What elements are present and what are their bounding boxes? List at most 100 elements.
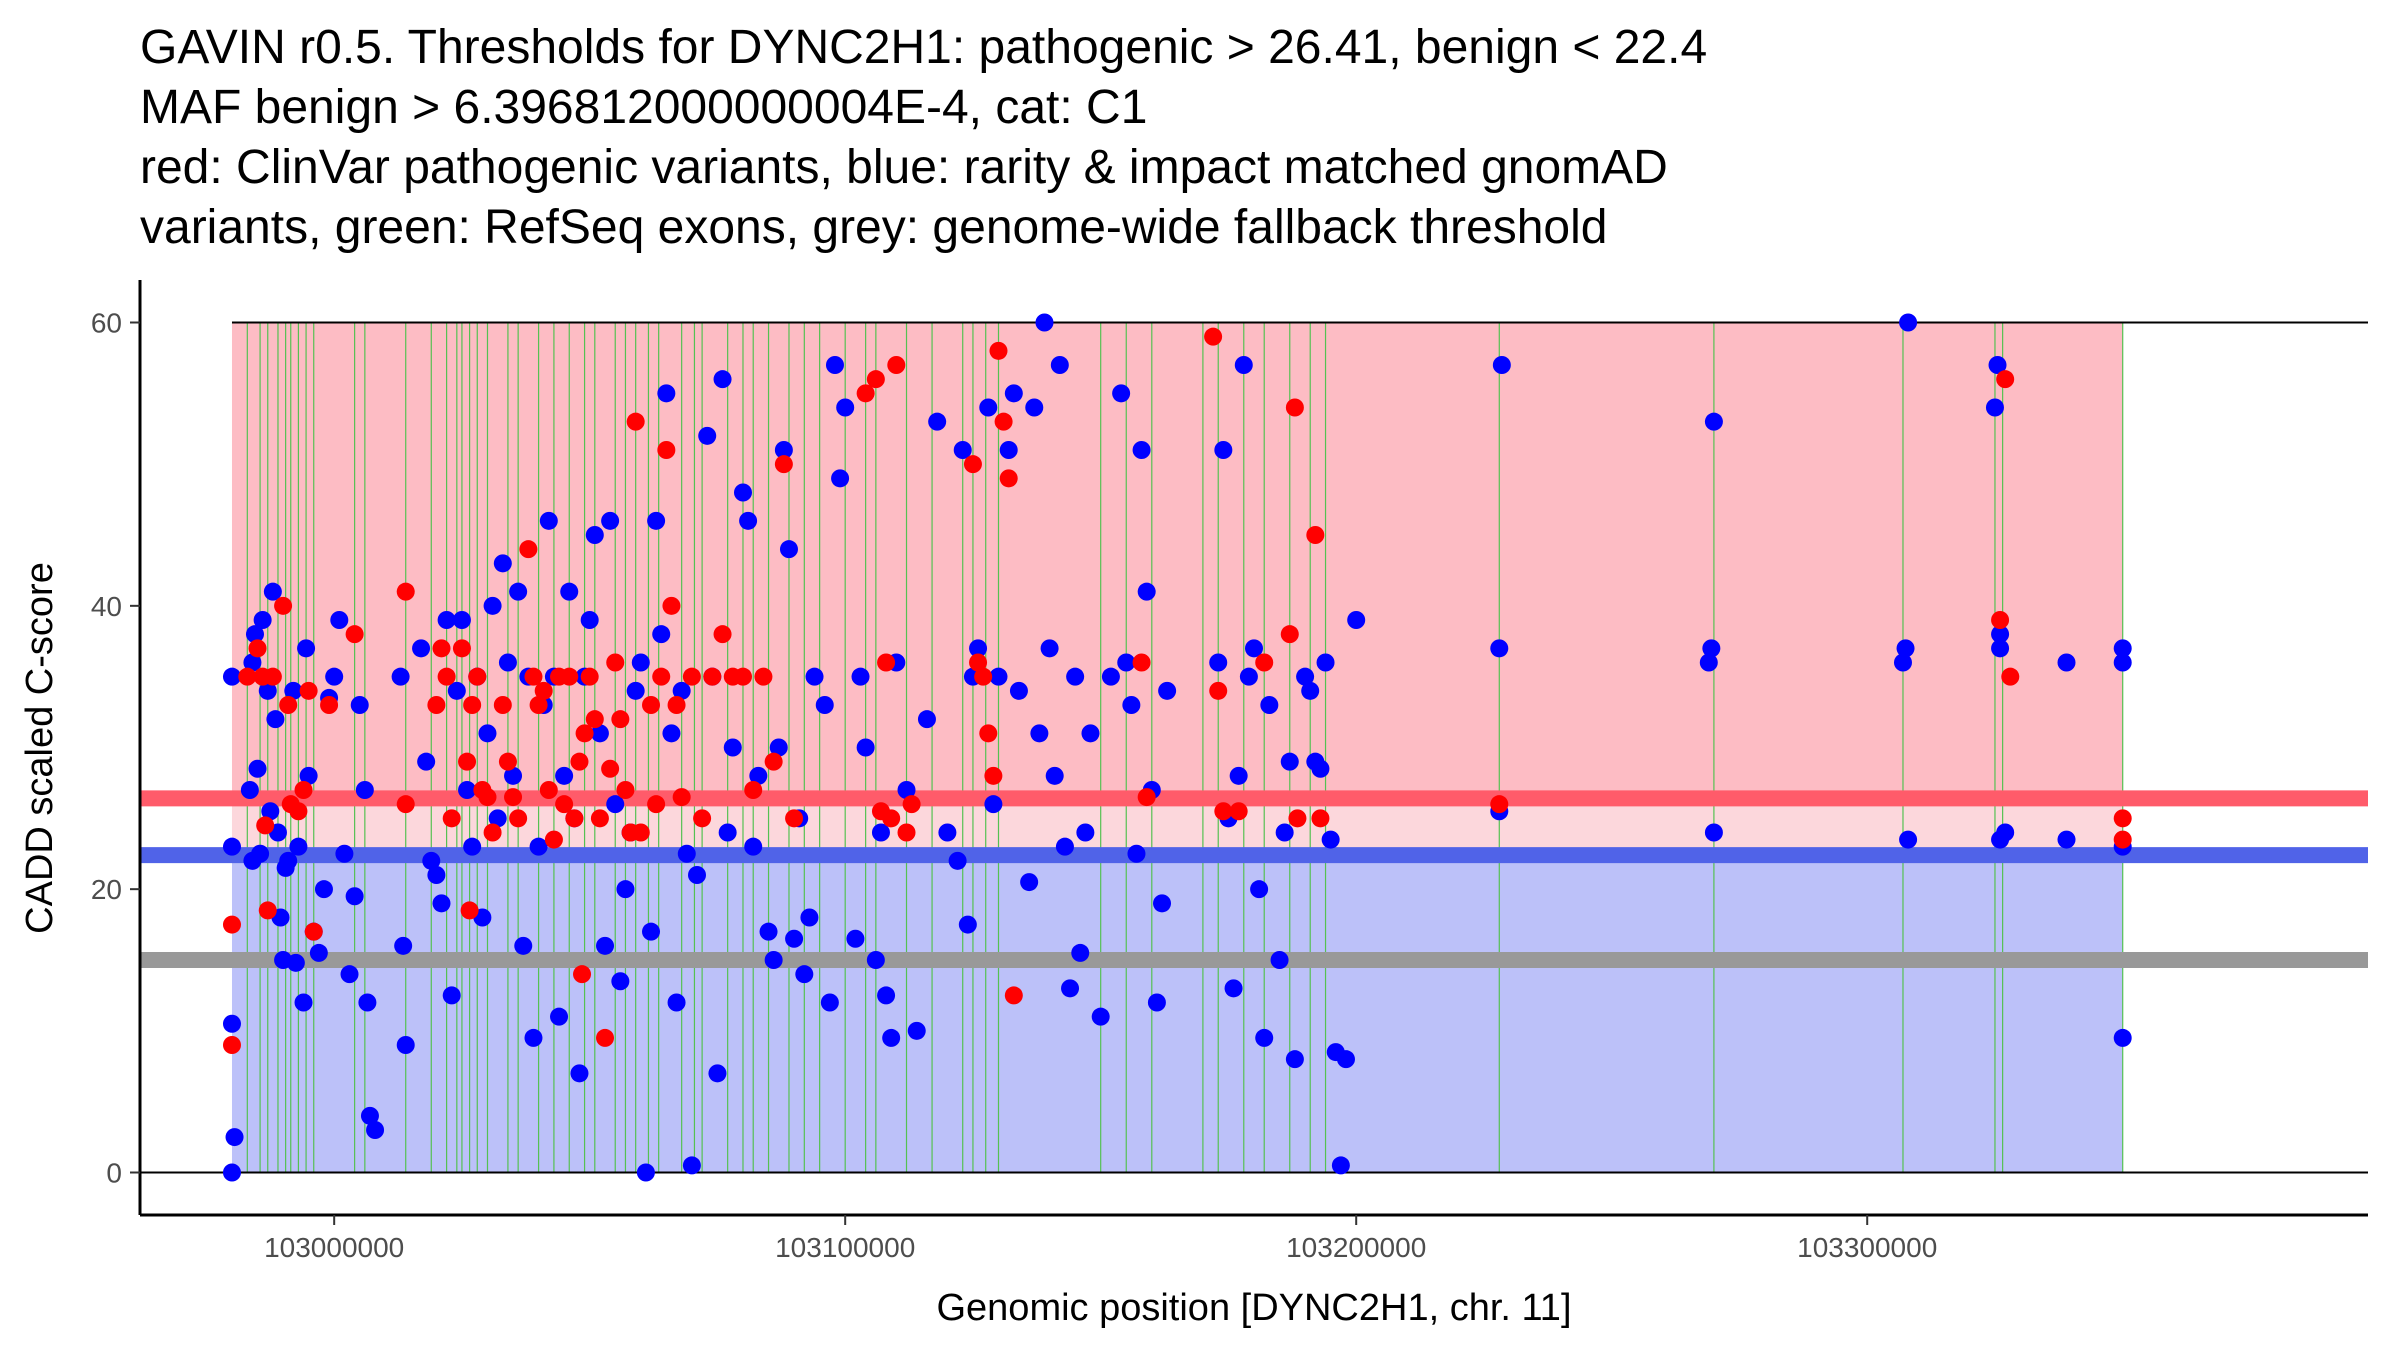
benign-point — [1127, 844, 1146, 863]
benign-point — [1137, 582, 1156, 601]
benign-point — [1275, 823, 1294, 842]
benign-point — [314, 880, 333, 899]
pathogenic-point — [994, 412, 1013, 431]
benign-point — [596, 936, 615, 955]
pathogenic-point — [575, 724, 594, 743]
pathogenic-point — [463, 696, 482, 714]
benign-point — [1331, 1156, 1350, 1175]
pathogenic-point — [498, 752, 517, 771]
benign-point — [2113, 639, 2132, 658]
benign-point — [266, 710, 285, 729]
benign-point — [1702, 639, 1721, 658]
benign-point — [447, 681, 466, 700]
benign-point — [1066, 667, 1085, 686]
benign-point — [820, 993, 839, 1012]
benign-point — [1490, 639, 1509, 658]
pathogenic-point — [1137, 788, 1156, 807]
y-ticks: 0 20 40 60 — [91, 308, 140, 1189]
benign-point — [463, 837, 482, 856]
benign-point — [713, 370, 732, 389]
benign-point — [1147, 993, 1166, 1012]
pathogenic-point — [606, 653, 625, 672]
benign-point — [1260, 696, 1279, 714]
pathogenic-point — [1991, 611, 2010, 629]
pathogenic-point — [1255, 653, 1274, 672]
pathogenic-point — [647, 795, 666, 814]
pathogenic-point — [693, 809, 712, 828]
benign-point — [417, 752, 436, 771]
benign-point — [647, 511, 666, 530]
benign-point — [1122, 696, 1141, 714]
x-ticks: 103000000 103100000 103200000 103300000 — [264, 1215, 1937, 1263]
benign-point — [1229, 766, 1248, 785]
benign-point — [529, 837, 548, 856]
benign-point — [1091, 1007, 1110, 1026]
benign-point — [488, 809, 507, 828]
benign-point — [452, 611, 471, 629]
pathogenic-point — [222, 915, 241, 934]
benign-point — [555, 766, 574, 785]
pathogenic-point — [1288, 809, 1307, 828]
pathogenic-point — [974, 667, 993, 686]
benign-point — [1301, 681, 1320, 700]
pathogenic-point — [504, 788, 523, 807]
benign-point — [1985, 398, 2004, 417]
benign-point — [1899, 830, 1918, 849]
benign-point — [284, 681, 303, 700]
pathogenic-point — [585, 710, 604, 729]
benign-point — [636, 1163, 655, 1182]
pathogenic-point — [897, 823, 916, 842]
pathogenic-point — [460, 901, 479, 920]
title-line-1: GAVIN r0.5. Thresholds for DYNC2H1: path… — [140, 21, 1708, 74]
benign-point — [1045, 766, 1064, 785]
benign-point — [504, 766, 523, 785]
benign-point — [261, 802, 280, 821]
benign-point — [917, 710, 936, 729]
benign-point — [1224, 979, 1243, 998]
title-line-3: red: ClinVar pathogenic variants, blue: … — [140, 141, 1668, 194]
pathogenic-point — [902, 795, 921, 814]
benign-point — [948, 851, 967, 870]
benign-point — [897, 781, 916, 799]
benign-point — [263, 582, 282, 601]
pathogenic-point — [662, 596, 681, 615]
y-tick-label: 20 — [91, 874, 122, 905]
benign-point — [1245, 639, 1263, 658]
benign-point — [483, 596, 502, 615]
benign-point — [2113, 1028, 2132, 1047]
benign-point — [222, 667, 241, 686]
pathogenic-point — [274, 596, 293, 615]
benign-point — [871, 823, 890, 842]
y-tick-label: 0 — [106, 1158, 122, 1189]
benign-point — [1030, 724, 1049, 743]
pathogenic-point — [238, 667, 257, 686]
benign-point — [672, 681, 691, 700]
benign-point — [394, 936, 413, 955]
benign-point — [570, 1064, 589, 1083]
pathogenic-point — [1490, 795, 1509, 814]
benign-point — [1316, 653, 1335, 672]
benign-point — [953, 441, 972, 459]
pathogenic-point — [539, 781, 558, 799]
benign-point — [1009, 681, 1028, 700]
pathogenic-point — [866, 370, 885, 389]
pathogenic-point — [744, 781, 763, 799]
title-line-2: MAF benign > 6.396812000000004E-4, cat: … — [140, 81, 1148, 134]
benign-point — [856, 738, 875, 757]
benign-point — [396, 1036, 415, 1054]
pathogenic-point — [1311, 809, 1330, 828]
benign-point — [769, 738, 788, 757]
pathogenic-point — [703, 667, 722, 686]
pathogenic-point — [1204, 327, 1223, 346]
benign-point — [2057, 653, 2076, 672]
benign-point — [907, 1021, 926, 1040]
benign-point — [1004, 384, 1023, 403]
benign-point — [1153, 894, 1172, 913]
x-axis-title: Genomic position [DYNC2H1, chr. 11] — [936, 1287, 1571, 1329]
pathogenic-point — [856, 384, 875, 403]
benign-point — [1117, 653, 1136, 672]
benign-point — [2113, 653, 2132, 672]
benign-point — [989, 667, 1008, 686]
benign-point — [1270, 951, 1289, 969]
